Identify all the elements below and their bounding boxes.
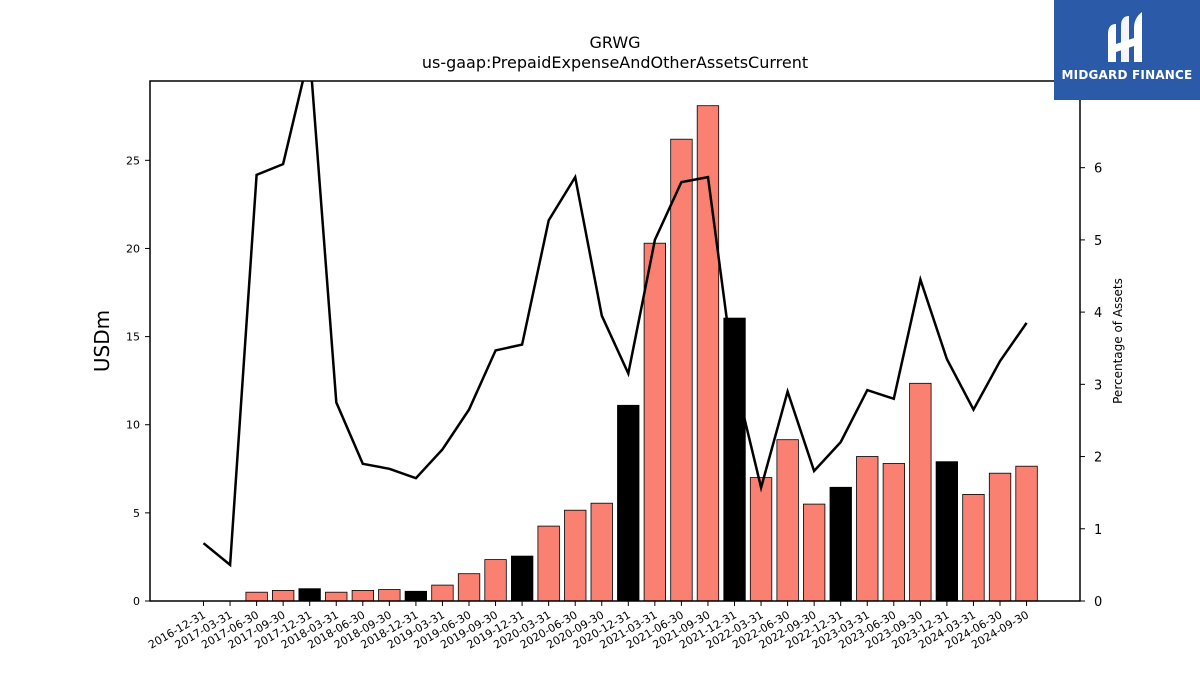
y2-axis-label: Percentage of Assets [1111, 278, 1125, 404]
bar-2020-09-30 [590, 502, 613, 602]
bar-2018-03-31 [325, 591, 348, 602]
y2-tick-label: 5 [1094, 234, 1102, 249]
bar-2020-12-31 [617, 404, 640, 602]
bar-2018-09-30 [378, 589, 401, 602]
bar-2024-03-31 [962, 493, 985, 602]
bar-2023-12-31 [935, 461, 958, 602]
y2-axis: 0 1 2 3 4 5 6 [1080, 162, 1102, 610]
bar-2023-03-31 [856, 456, 879, 602]
bar-2022-12-31 [829, 486, 852, 602]
bar-2022-09-30 [803, 503, 826, 602]
bar-2024-06-30 [988, 472, 1012, 602]
y2-tick-label: 2 [1094, 451, 1102, 466]
y-axis: 0 5 10 15 20 25 [126, 154, 150, 608]
bar-2023-06-30 [882, 463, 905, 602]
bar-2019-06-30 [457, 573, 481, 602]
bar-2020-06-30 [564, 509, 587, 602]
y-tick-label: 5 [133, 507, 140, 520]
y2-tick-label: 6 [1094, 162, 1102, 177]
y-tick-label: 25 [126, 154, 140, 167]
bar-2019-09-30 [484, 559, 507, 602]
y-tick-label: 20 [126, 242, 140, 255]
bar-2017-12-31 [298, 588, 321, 602]
bar-2022-06-30 [776, 439, 799, 602]
bar-2020-03-31 [537, 525, 560, 602]
y2-tick-label: 0 [1094, 595, 1102, 610]
y-tick-label: 0 [133, 595, 140, 608]
bar-2021-06-30 [670, 138, 693, 602]
bar-2018-12-31 [404, 590, 428, 602]
bar-2019-12-31 [510, 555, 534, 602]
brand-logo: MIDGARD FINANCE [1054, 0, 1200, 100]
plot-frame [149, 80, 1081, 602]
bar-2021-03-31 [643, 242, 666, 602]
chart-subtitle: us-gaap:PrepaidExpenseAndOtherAssetsCurr… [422, 53, 808, 72]
y2-tick-label: 1 [1094, 523, 1102, 538]
bar-2024-09-30 [1015, 465, 1038, 602]
x-axis: 2016-12-312017-03-312017-06-302017-09-30… [146, 601, 1031, 652]
bar-2019-03-31 [431, 584, 454, 602]
bar-group [245, 105, 1038, 602]
y-tick-label: 15 [126, 331, 140, 344]
bar-2023-09-30 [909, 382, 932, 602]
y-tick-label: 10 [126, 419, 140, 432]
bar-2017-09-30 [271, 590, 295, 602]
y2-tick-label: 4 [1094, 306, 1102, 321]
bar-2022-03-31 [749, 477, 773, 602]
percentage-of-assets-line [202, 81, 1028, 568]
logo-text: MIDGARD FINANCE [1061, 68, 1193, 82]
chart-title: GRWG [589, 33, 640, 52]
y-axis-label: USDm [90, 310, 114, 372]
y2-tick-label: 3 [1094, 378, 1102, 393]
line-layer [202, 81, 1028, 568]
bar-2018-06-30 [351, 590, 375, 602]
bar-2021-12-31 [723, 317, 746, 602]
midgard-logo-icon [1108, 12, 1142, 62]
bar-2017-06-30 [245, 591, 268, 602]
